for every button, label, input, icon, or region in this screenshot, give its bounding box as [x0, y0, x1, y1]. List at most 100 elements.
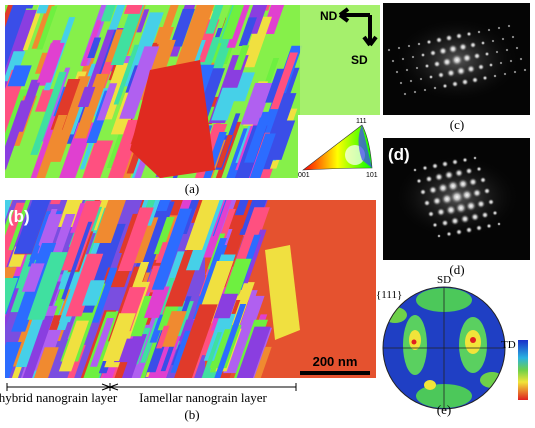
grain — [153, 216, 175, 255]
grain — [159, 311, 187, 347]
spot — [454, 168, 464, 178]
grain — [211, 87, 239, 121]
scale-label: 200 nm — [313, 354, 358, 369]
spot — [433, 60, 441, 68]
spot — [462, 53, 472, 63]
grain — [65, 253, 104, 317]
grain — [8, 200, 31, 251]
grain — [38, 214, 63, 245]
spot — [437, 71, 445, 79]
grain — [48, 76, 91, 162]
grain — [184, 200, 220, 251]
contour — [411, 339, 417, 345]
spot — [447, 180, 459, 192]
grain — [151, 208, 193, 290]
spot — [473, 156, 477, 160]
spot — [405, 68, 409, 72]
grain — [74, 73, 109, 139]
grain — [21, 263, 45, 292]
grain — [174, 304, 218, 378]
ebsd-map-b — [5, 200, 376, 378]
spot — [455, 202, 467, 214]
spot — [507, 24, 511, 28]
spot — [497, 222, 501, 226]
grain — [93, 200, 126, 244]
grain — [36, 42, 65, 83]
grain — [236, 326, 271, 378]
grain — [238, 17, 257, 46]
spot — [511, 35, 515, 39]
grain — [79, 142, 94, 170]
spot — [433, 86, 437, 90]
grain — [265, 245, 300, 340]
diffraction-c — [383, 3, 530, 115]
spot — [455, 228, 463, 236]
spot — [468, 177, 478, 187]
spot — [482, 75, 488, 81]
spot — [429, 49, 437, 57]
spot — [505, 48, 509, 52]
spot — [448, 44, 458, 54]
spot — [462, 157, 468, 163]
caption-b: (b) — [184, 407, 199, 422]
grain — [209, 329, 231, 373]
grain — [82, 140, 114, 178]
spot — [446, 231, 452, 237]
spot — [503, 72, 507, 76]
spot — [491, 39, 495, 43]
ipf-key: 111 001 101 — [298, 115, 380, 179]
grain — [240, 16, 272, 68]
grain — [77, 86, 96, 107]
grain — [80, 20, 103, 67]
sd-pole-label: SD — [437, 274, 451, 286]
grain — [223, 258, 252, 296]
spot — [413, 168, 417, 172]
spot — [403, 92, 407, 96]
grain — [27, 245, 41, 267]
nd-label: ND — [320, 9, 338, 23]
grain — [81, 280, 106, 306]
grain — [5, 5, 28, 70]
key-left: 001 — [298, 172, 310, 179]
spot — [442, 83, 448, 89]
spot — [450, 190, 464, 204]
grain — [133, 261, 150, 285]
grain — [61, 200, 102, 271]
spot — [481, 211, 489, 219]
spot — [399, 81, 403, 85]
spot — [423, 88, 427, 92]
spot — [407, 44, 411, 48]
spot — [451, 80, 459, 88]
colorbar — [518, 340, 528, 400]
spot — [475, 224, 483, 232]
grain — [213, 293, 239, 319]
pole-contours — [383, 287, 505, 409]
spot — [472, 188, 482, 198]
spot — [442, 57, 452, 67]
diffraction-d — [383, 138, 530, 260]
grain — [110, 5, 145, 66]
spot — [450, 216, 460, 226]
spot — [458, 42, 468, 52]
grain — [244, 117, 270, 163]
caption-a: (a) — [185, 181, 199, 196]
spot — [425, 175, 433, 183]
spot — [487, 198, 495, 206]
lamellar-layer-label: Iamellar nanograin layer — [139, 390, 267, 405]
grain — [58, 320, 89, 372]
spot — [395, 70, 399, 74]
grain — [5, 277, 19, 316]
td-pole-label: TD — [501, 339, 516, 351]
grain — [20, 5, 34, 9]
grain — [5, 252, 28, 318]
spot — [476, 199, 486, 209]
spot — [466, 64, 476, 74]
spot — [471, 76, 479, 84]
spot — [409, 79, 413, 83]
grain — [117, 207, 154, 272]
spot — [483, 187, 491, 195]
spot — [391, 59, 395, 63]
caption-d: (d) — [449, 262, 464, 277]
spot — [523, 68, 527, 72]
grain — [156, 5, 179, 45]
